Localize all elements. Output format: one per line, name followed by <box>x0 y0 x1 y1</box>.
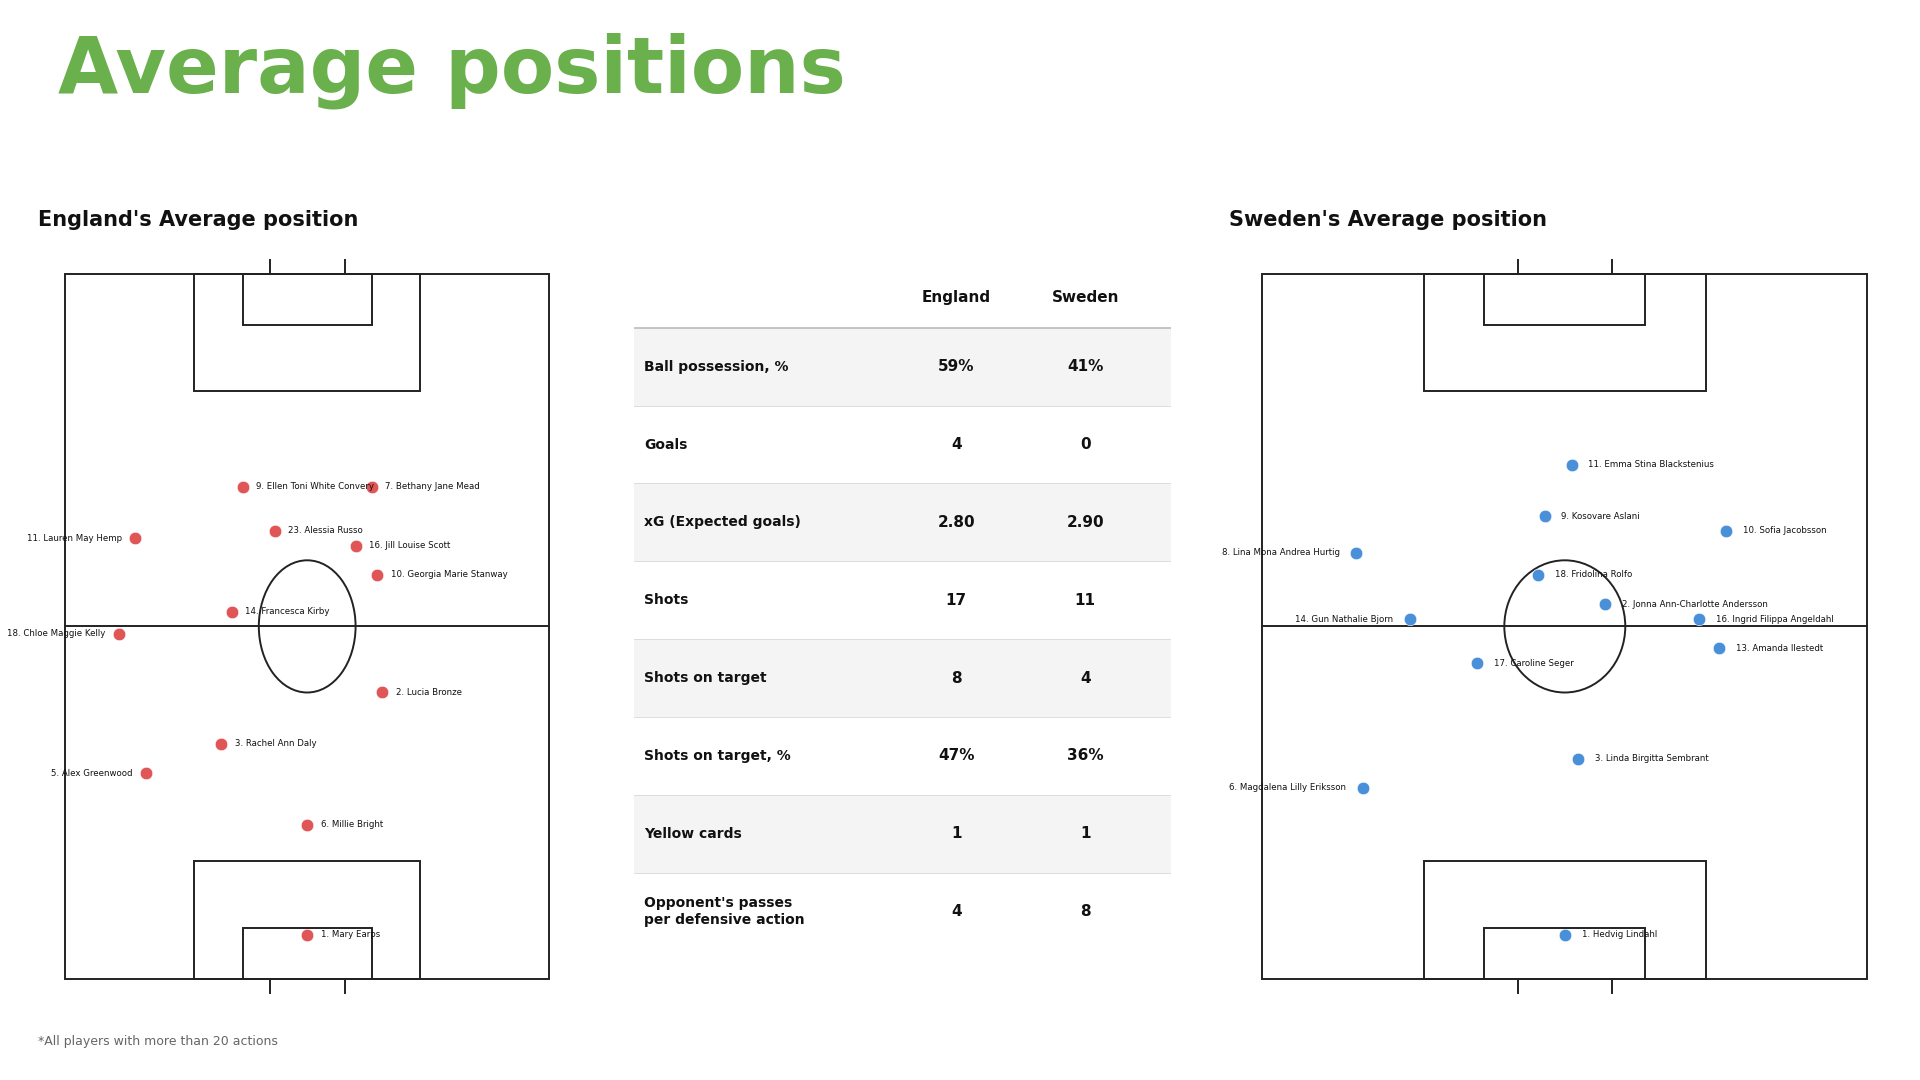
Text: 7. Bethany Jane Mead: 7. Bethany Jane Mead <box>386 483 480 491</box>
Text: 36%: 36% <box>1068 748 1104 764</box>
Text: England's Average position: England's Average position <box>38 210 359 230</box>
Text: 11. Lauren May Hemp: 11. Lauren May Hemp <box>27 534 121 543</box>
Text: Average positions: Average positions <box>58 32 845 109</box>
Text: Opponent's passes
per defensive action: Opponent's passes per defensive action <box>645 896 804 927</box>
Text: 3. Linda Birgitta Sembrant: 3. Linda Birgitta Sembrant <box>1596 754 1709 764</box>
Bar <box>1423 862 1705 978</box>
Text: 41%: 41% <box>1068 360 1104 375</box>
Bar <box>634 795 1171 873</box>
Text: 8. Lina Mona Andrea Hurtig: 8. Lina Mona Andrea Hurtig <box>1221 549 1340 557</box>
Text: 1: 1 <box>950 826 962 841</box>
Text: Ball possession, %: Ball possession, % <box>645 360 789 374</box>
Text: 9. Ellen Toni White Convery: 9. Ellen Toni White Convery <box>255 483 374 491</box>
Text: 6. Millie Bright: 6. Millie Bright <box>321 820 382 829</box>
Text: 4: 4 <box>1079 671 1091 686</box>
Text: 14. Gun Nathalie Bjorn: 14. Gun Nathalie Bjorn <box>1296 615 1394 623</box>
Bar <box>634 639 1171 717</box>
Bar <box>1517 252 1611 274</box>
Text: Shots on target, %: Shots on target, % <box>645 748 791 762</box>
Text: 16. Jill Louise Scott: 16. Jill Louise Scott <box>369 541 451 550</box>
Text: 4: 4 <box>950 904 962 919</box>
Text: 23. Alessia Russo: 23. Alessia Russo <box>288 526 363 536</box>
Text: 16. Ingrid Filippa Angeldahl: 16. Ingrid Filippa Angeldahl <box>1716 615 1834 623</box>
Text: 1. Hedvig Lindahl: 1. Hedvig Lindahl <box>1582 930 1657 940</box>
Text: 59%: 59% <box>937 360 975 375</box>
Bar <box>634 484 1171 562</box>
Text: 18. Fridolina Rolfo: 18. Fridolina Rolfo <box>1555 570 1632 580</box>
Bar <box>634 328 1171 406</box>
Text: 4: 4 <box>950 437 962 453</box>
Text: Sweden's Average position: Sweden's Average position <box>1229 210 1548 230</box>
Text: 11. Emma Stina Blackstenius: 11. Emma Stina Blackstenius <box>1588 460 1715 470</box>
Text: 18. Chloe Maggie Kelly: 18. Chloe Maggie Kelly <box>8 630 106 638</box>
Text: Sweden: Sweden <box>1052 291 1119 306</box>
Bar <box>1517 978 1611 1001</box>
Text: Yellow cards: Yellow cards <box>645 826 743 840</box>
Bar <box>269 252 346 274</box>
Text: 10. Georgia Marie Stanway: 10. Georgia Marie Stanway <box>390 570 507 580</box>
Text: 8: 8 <box>950 671 962 686</box>
Text: 13. Amanda Ilestedt: 13. Amanda Ilestedt <box>1736 644 1824 653</box>
Bar <box>1423 274 1705 391</box>
Text: 47%: 47% <box>937 748 975 764</box>
Text: 9. Kosovare Aslani: 9. Kosovare Aslani <box>1561 512 1640 521</box>
Text: 1: 1 <box>1079 826 1091 841</box>
Text: 2.80: 2.80 <box>937 515 975 530</box>
Text: xG (Expected goals): xG (Expected goals) <box>645 515 801 529</box>
Text: 11: 11 <box>1075 593 1096 608</box>
Text: 1. Mary Earps: 1. Mary Earps <box>321 930 380 940</box>
Text: 17: 17 <box>945 593 968 608</box>
Text: 17. Caroline Seger: 17. Caroline Seger <box>1494 659 1574 667</box>
Text: 8: 8 <box>1079 904 1091 919</box>
Text: 6. Magdalena Lilly Eriksson: 6. Magdalena Lilly Eriksson <box>1229 783 1346 793</box>
Text: Shots: Shots <box>645 593 689 607</box>
Bar <box>269 978 346 1001</box>
Text: Goals: Goals <box>645 437 687 451</box>
Bar <box>242 274 372 325</box>
Text: 3. Rachel Ann Daly: 3. Rachel Ann Daly <box>234 740 317 748</box>
Bar <box>194 274 420 391</box>
Text: 2. Lucia Bronze: 2. Lucia Bronze <box>396 688 463 697</box>
Bar <box>1484 928 1645 978</box>
Text: 5. Alex Greenwood: 5. Alex Greenwood <box>52 769 132 778</box>
Text: 2. Jonna Ann-Charlotte Andersson: 2. Jonna Ann-Charlotte Andersson <box>1622 599 1768 609</box>
Text: *All players with more than 20 actions: *All players with more than 20 actions <box>38 1035 278 1048</box>
Text: 10. Sofia Jacobsson: 10. Sofia Jacobsson <box>1743 526 1826 536</box>
Text: 0: 0 <box>1079 437 1091 453</box>
Text: 2.90: 2.90 <box>1066 515 1104 530</box>
Bar <box>1484 274 1645 325</box>
Text: 14. Francesca Kirby: 14. Francesca Kirby <box>246 607 330 617</box>
Bar <box>194 862 420 978</box>
Text: England: England <box>922 291 991 306</box>
Bar <box>242 928 372 978</box>
Text: Shots on target: Shots on target <box>645 671 766 685</box>
